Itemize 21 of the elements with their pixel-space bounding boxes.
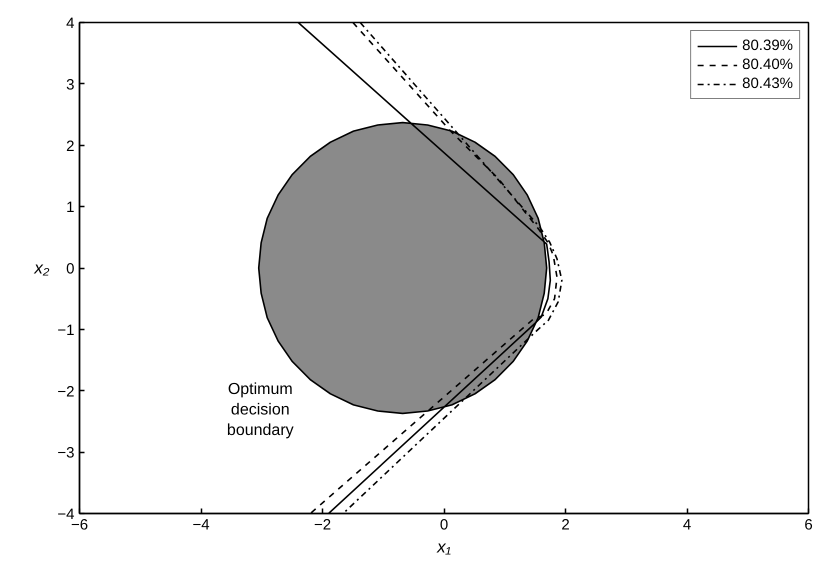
y-tick-label: 0 [66,260,74,278]
x-tick-label: 0 [440,516,448,534]
x-axis-title: x₁ [436,538,451,556]
y-tick-label: 2 [66,138,74,155]
x-tick-label: 4 [682,516,692,534]
x-tick-label: −4 [192,516,210,534]
x-tick-label: −2 [314,516,332,534]
x-tick-label: 6 [804,516,813,534]
legend-label: 80.43% [742,75,793,92]
y-tick-label: 4 [66,15,74,32]
x-tick-label: 2 [561,516,570,534]
y-tick-label: −3 [57,444,75,462]
y-tick-label: 1 [66,199,74,216]
y-tick-label: −2 [57,383,75,400]
y-tick-label: 3 [66,76,74,94]
y-axis-title: x₂ [33,258,50,278]
legend-label: 80.39% [742,37,793,54]
legend-label: 80.40% [742,56,793,73]
annotation: Optimum decision boundary [226,381,294,439]
y-tick-label: −1 [57,322,75,339]
y-tick-label: −4 [57,506,75,523]
